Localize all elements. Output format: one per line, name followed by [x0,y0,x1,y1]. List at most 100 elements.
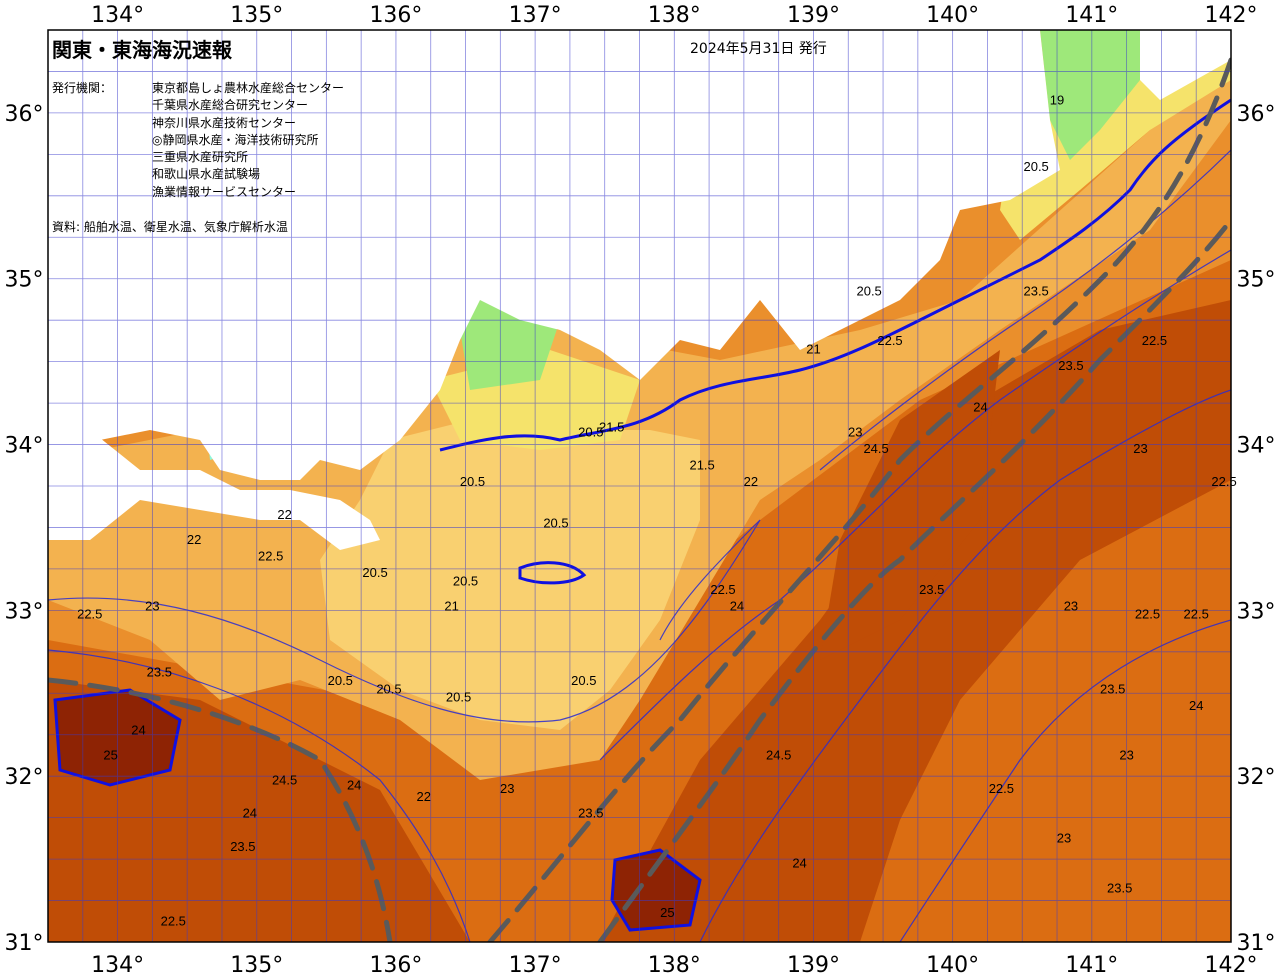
isotherm-label: 20.5 [543,515,568,530]
isotherm-label: 22.5 [1142,333,1167,348]
isotherm-label: 20.5 [453,573,478,588]
isotherm-label: 24.5 [863,441,888,456]
isotherm-label: 20.5 [460,474,485,489]
isotherm-label: 22.5 [1184,607,1209,622]
isotherm-label: 24 [243,806,257,821]
isotherm-label: 23.5 [1058,358,1083,373]
isotherm-label: 25 [660,905,674,920]
longitude-label: 142° [1205,3,1258,28]
isotherm-label: 22.5 [989,781,1014,796]
issuer-org: 三重県水産研究所 [152,150,249,165]
isotherm-label: 23 [1133,441,1147,456]
longitude-label: 134° [91,953,144,978]
isotherm-label: 24.5 [272,772,297,787]
isotherm-label: 20.5 [578,424,603,439]
isotherm-label: 21 [444,598,458,613]
isotherm-label: 22.5 [77,607,102,622]
latitude-label: 32° [5,765,44,790]
isotherm-label: 23.5 [1107,880,1132,895]
longitude-label: 140° [926,953,979,978]
isotherm-label: 20.5 [376,681,401,696]
isotherm-label: 23 [1064,598,1078,613]
issuer-label: 発行機関： [52,81,113,95]
latitude-label: 35° [1237,268,1276,293]
longitude-label: 135° [230,953,283,978]
isotherm-label: 24 [730,598,744,613]
longitude-labels-top: 134° 135° 136° 137° 138° 139° 140° 141° 142° [91,3,1257,28]
latitude-label: 35° [5,268,44,293]
isotherm-label: 23 [500,781,514,796]
isotherm-label: 23.5 [147,665,172,680]
latitude-label: 34° [1237,434,1276,459]
issuer-org: 和歌山県水産試験場 [152,167,261,182]
longitude-label: 142° [1205,953,1258,978]
latitude-label: 33° [5,599,44,624]
longitude-label: 134° [91,3,144,28]
longitude-label: 137° [509,953,562,978]
isotherm-label: 23.5 [578,806,603,821]
issuer-org: 漁業情報サービスセンター [152,184,297,199]
isotherm-label: 24 [792,855,806,870]
isotherm-label: 24 [1189,698,1203,713]
isotherm-label: 22.5 [710,582,735,597]
map-frame [47,29,1232,943]
isotherm-label: 24 [973,399,987,414]
isotherm-label: 24.5 [766,748,791,763]
isotherm-label: 20.5 [328,673,353,688]
longitude-label: 141° [1065,3,1118,28]
isotherm-label: 20.5 [362,565,387,580]
issuer-list: 発行機関： 東京都島しょ農林水産総合センター 千葉県水産総合研究センター 神奈川県… [52,80,344,201]
longitude-label: 138° [648,953,701,978]
longitude-label: 138° [648,3,701,28]
isotherm-label: 23.5 [1100,681,1125,696]
issue-date: 2024年5月31日 発行 [690,41,827,57]
isotherm-label: 24 [131,723,145,738]
isotherm-label: 22.5 [161,913,186,928]
isotherm-label: 22.5 [1135,607,1160,622]
issuer-org: 神奈川県水産技術センター [152,115,297,130]
issuer-org: ◎静岡県水産・海洋技術研究所 [152,132,319,147]
longitude-label: 140° [926,3,979,28]
isotherm-label: 22.5 [877,333,902,348]
longitude-label: 135° [230,3,283,28]
isotherm-label: 23.5 [230,839,255,854]
issuer-org: 東京都島しょ農林水産総合センター [152,81,345,95]
isotherm-label: 21 [806,341,820,356]
isotherm-label: 19 [1050,93,1064,108]
isotherm-label: 24 [347,777,361,792]
longitude-label: 139° [787,3,840,28]
latitude-label: 32° [1237,765,1276,790]
isotherm-label: 23 [1057,831,1071,846]
latitude-labels-right: 36° 35° 34° 33° 32° 31° [1237,102,1276,956]
isotherm-label: 22 [744,474,758,489]
longitude-label: 136° [369,3,422,28]
isotherm-label: 20.5 [1023,159,1048,174]
isotherm-label: 23 [848,424,862,439]
kuroshio-axis [48,57,1231,942]
latitude-label: 36° [1237,102,1276,127]
isotherm-label: 22 [417,789,431,804]
isotherm-label: 20.5 [856,283,881,298]
latitude-label: 34° [5,434,44,459]
latitude-label: 33° [1237,599,1276,624]
latitude-label: 36° [5,102,44,127]
latitude-labels-left: 36° 35° 34° 33° 32° 31° [5,102,44,956]
land [48,30,1231,550]
isotherm-label: 22.5 [1211,474,1236,489]
isotherm-label: 22 [187,532,201,547]
longitude-label: 141° [1065,953,1118,978]
isotherm-label: 23 [145,598,159,613]
latitude-label: 31° [1237,931,1276,956]
isotherm-label: 23.5 [919,582,944,597]
isotherm-labels: 1920.520.52120.521.520.520.520.520.52120… [77,93,1237,929]
isotherm-label: 22.5 [258,549,283,564]
front-20c [53,98,1231,932]
isotherm-lines [48,149,1231,942]
longitude-label: 137° [509,3,562,28]
isotherm-label: 23.5 [1023,283,1048,298]
longitude-labels-bottom: 134° 135° 136° 137° 138° 139° 140° 141° 142° [91,953,1257,978]
issuer-org: 千葉県水産総合研究センター [152,98,309,113]
data-source: 資料: 船舶水温、衛星水温、気象庁解析水温 [52,220,288,234]
isotherm-label: 22 [277,507,291,522]
isotherm-label: 25 [103,748,117,763]
